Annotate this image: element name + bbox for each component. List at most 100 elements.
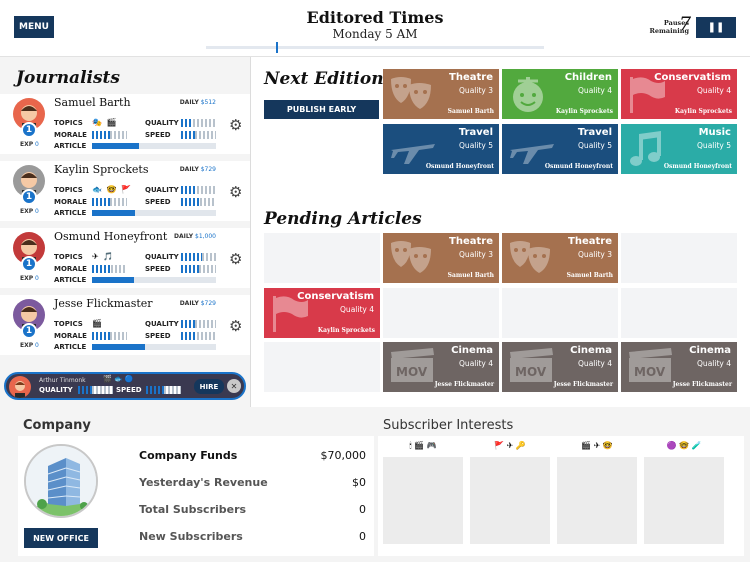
- gear-icon[interactable]: ⚙: [229, 116, 243, 134]
- article-quality: Quality 5: [578, 141, 612, 150]
- interest-column: [644, 457, 724, 544]
- journalist-card[interactable]: 1 EXP 0 Osmund Honeyfront DAILY $1,000 TOPIC…: [0, 228, 250, 288]
- article-tile-conservatism[interactable]: Conservatism Quality 4 Kaylin Sprockets: [264, 288, 380, 338]
- article-author: Jesse Flickmaster: [672, 381, 732, 388]
- svg-text:MOV: MOV: [515, 365, 547, 379]
- interest-column: [383, 457, 463, 544]
- article-quality: Quality 4: [459, 359, 493, 368]
- exp-label: EXP 0: [20, 342, 39, 349]
- article-tile-theatre[interactable]: Theatre Quality 3 Samuel Barth: [383, 233, 499, 283]
- journalist-card[interactable]: 1 EXP 0 Samuel Barth DAILY $512 TOPICS 🎭 🎬 MOR…: [0, 94, 250, 154]
- speed-bar: [181, 332, 216, 340]
- article-author: Samuel Barth: [566, 272, 613, 279]
- office-building-icon: [24, 444, 98, 518]
- article-topic: Cinema: [570, 345, 612, 356]
- pause-icon: ❚❚: [707, 22, 725, 33]
- empty-article-slot: [383, 288, 499, 338]
- applicant-quality-label: QUALITY: [39, 386, 73, 394]
- pending-articles-heading: Pending Articles: [264, 209, 422, 229]
- pause-button[interactable]: ❚❚: [696, 17, 736, 38]
- article-tile-conservatism[interactable]: Conservatism Quality 4 Kaylin Sprockets: [621, 69, 737, 119]
- speed-label: SPEED: [145, 265, 171, 273]
- article-quality: Quality 5: [459, 141, 493, 150]
- empty-article-slot: [621, 233, 737, 283]
- publish-early-button[interactable]: PUBLISH EARLY: [264, 100, 379, 119]
- article-topic: Cinema: [689, 345, 731, 356]
- speed-bar: [181, 131, 216, 139]
- empty-article-slot: [264, 342, 380, 392]
- interest-column: [557, 457, 637, 544]
- topic-icons: ✈ 🎵: [92, 252, 115, 261]
- quality-bar: [181, 186, 216, 194]
- article-tile-children[interactable]: Children Quality 4 Kaylin Sprockets: [502, 69, 618, 119]
- applicant-card[interactable]: Arthur Tinmonk 🎬 🐟 🔵 QUALITY SPEED HIRE …: [4, 372, 246, 400]
- article-tile-travel[interactable]: Travel Quality 5 Osmund Honeyfront: [502, 124, 618, 174]
- quality-bar: [181, 320, 216, 328]
- speed-label: SPEED: [145, 198, 171, 206]
- svg-text:MOV: MOV: [396, 365, 428, 379]
- article-tile-theatre[interactable]: Theatre Quality 3 Samuel Barth: [383, 69, 499, 119]
- morale-bar: [92, 265, 127, 273]
- article-progress-bar: [92, 344, 216, 350]
- gear-icon[interactable]: ⚙: [229, 250, 243, 268]
- company-stat-value: 0: [359, 530, 366, 543]
- topics-label: TOPICS: [54, 320, 83, 328]
- pauses-remaining-label: Pauses Remaining: [649, 19, 689, 35]
- dismiss-applicant-button[interactable]: ✕: [227, 379, 241, 393]
- article-author: Jesse Flickmaster: [434, 381, 494, 388]
- interest-topic-icons: 🎬 ✈ 🤓: [581, 441, 613, 450]
- morale-bar: [92, 198, 127, 206]
- article-topic: Theatre: [449, 236, 493, 247]
- article-tile-theatre[interactable]: Theatre Quality 3 Samuel Barth: [502, 233, 618, 283]
- article-progress-bar: [92, 277, 216, 283]
- interest-topic-icons: 🚩 ✈ 🔑: [494, 441, 526, 450]
- article-topic: Travel: [458, 127, 493, 138]
- company-stat-value: $0: [352, 476, 366, 489]
- level-badge: 1: [21, 256, 37, 272]
- article-tile-music[interactable]: Music Quality 5 Osmund Honeyfront: [621, 124, 737, 174]
- speed-bar: [181, 198, 216, 206]
- article-label: ARTICLE: [54, 209, 87, 217]
- daily-wage: DAILY $1,000: [173, 233, 216, 240]
- morale-label: MORALE: [54, 131, 87, 139]
- close-icon: ✕: [230, 381, 238, 391]
- article-label: ARTICLE: [54, 142, 87, 150]
- article-topic: Children: [564, 72, 612, 83]
- article-tile-travel[interactable]: Travel Quality 5 Osmund Honeyfront: [383, 124, 499, 174]
- hire-button[interactable]: HIRE: [194, 379, 224, 394]
- new-office-button[interactable]: NEW OFFICE: [24, 528, 98, 548]
- exp-label: EXP 0: [20, 141, 39, 148]
- morale-bar: [92, 332, 127, 340]
- menu-button[interactable]: MENU: [14, 16, 54, 38]
- company-stat-label: New Subscribers: [139, 530, 243, 543]
- interest-topic-icons: 🕯 🎬 🎮: [409, 441, 437, 450]
- header-divider: [0, 56, 750, 57]
- gear-icon[interactable]: ⚙: [229, 183, 243, 201]
- article-tile-cinema[interactable]: MOV Cinema Quality 4 Jesse Flickmaster: [383, 342, 499, 392]
- article-quality: Quality 3: [459, 86, 493, 95]
- gear-icon[interactable]: ⚙: [229, 317, 243, 335]
- morale-label: MORALE: [54, 198, 87, 206]
- speed-label: SPEED: [145, 131, 171, 139]
- article-quality: Quality 3: [578, 250, 612, 259]
- article-tile-cinema[interactable]: MOV Cinema Quality 4 Jesse Flickmaster: [502, 342, 618, 392]
- journalist-name: Jesse Flickmaster: [54, 297, 153, 310]
- article-author: Samuel Barth: [447, 272, 494, 279]
- article-topic: Theatre: [449, 72, 493, 83]
- article-quality: Quality 5: [697, 141, 731, 150]
- next-edition-heading: Next Edition: [264, 69, 384, 89]
- empty-article-slot: [621, 288, 737, 338]
- speed-bar: [181, 265, 216, 273]
- morale-bar: [92, 131, 127, 139]
- level-badge: 1: [21, 122, 37, 138]
- journalist-card[interactable]: 1 EXP 0 Jesse Flickmaster DAILY $729 TOPICS 🎬…: [0, 295, 250, 355]
- article-label: ARTICLE: [54, 343, 87, 351]
- article-author: Osmund Honeyfront: [425, 163, 494, 170]
- article-quality: Quality 4: [697, 359, 731, 368]
- morale-label: MORALE: [54, 265, 87, 273]
- article-tile-cinema[interactable]: MOV Cinema Quality 4 Jesse Flickmaster: [621, 342, 737, 392]
- journalist-card[interactable]: 1 EXP 0 Kaylin Sprockets DAILY $729 TOPICS 🐟 …: [0, 161, 250, 221]
- speed-label: SPEED: [145, 332, 171, 340]
- article-quality: Quality 4: [340, 305, 374, 314]
- panel-divider: [250, 57, 251, 407]
